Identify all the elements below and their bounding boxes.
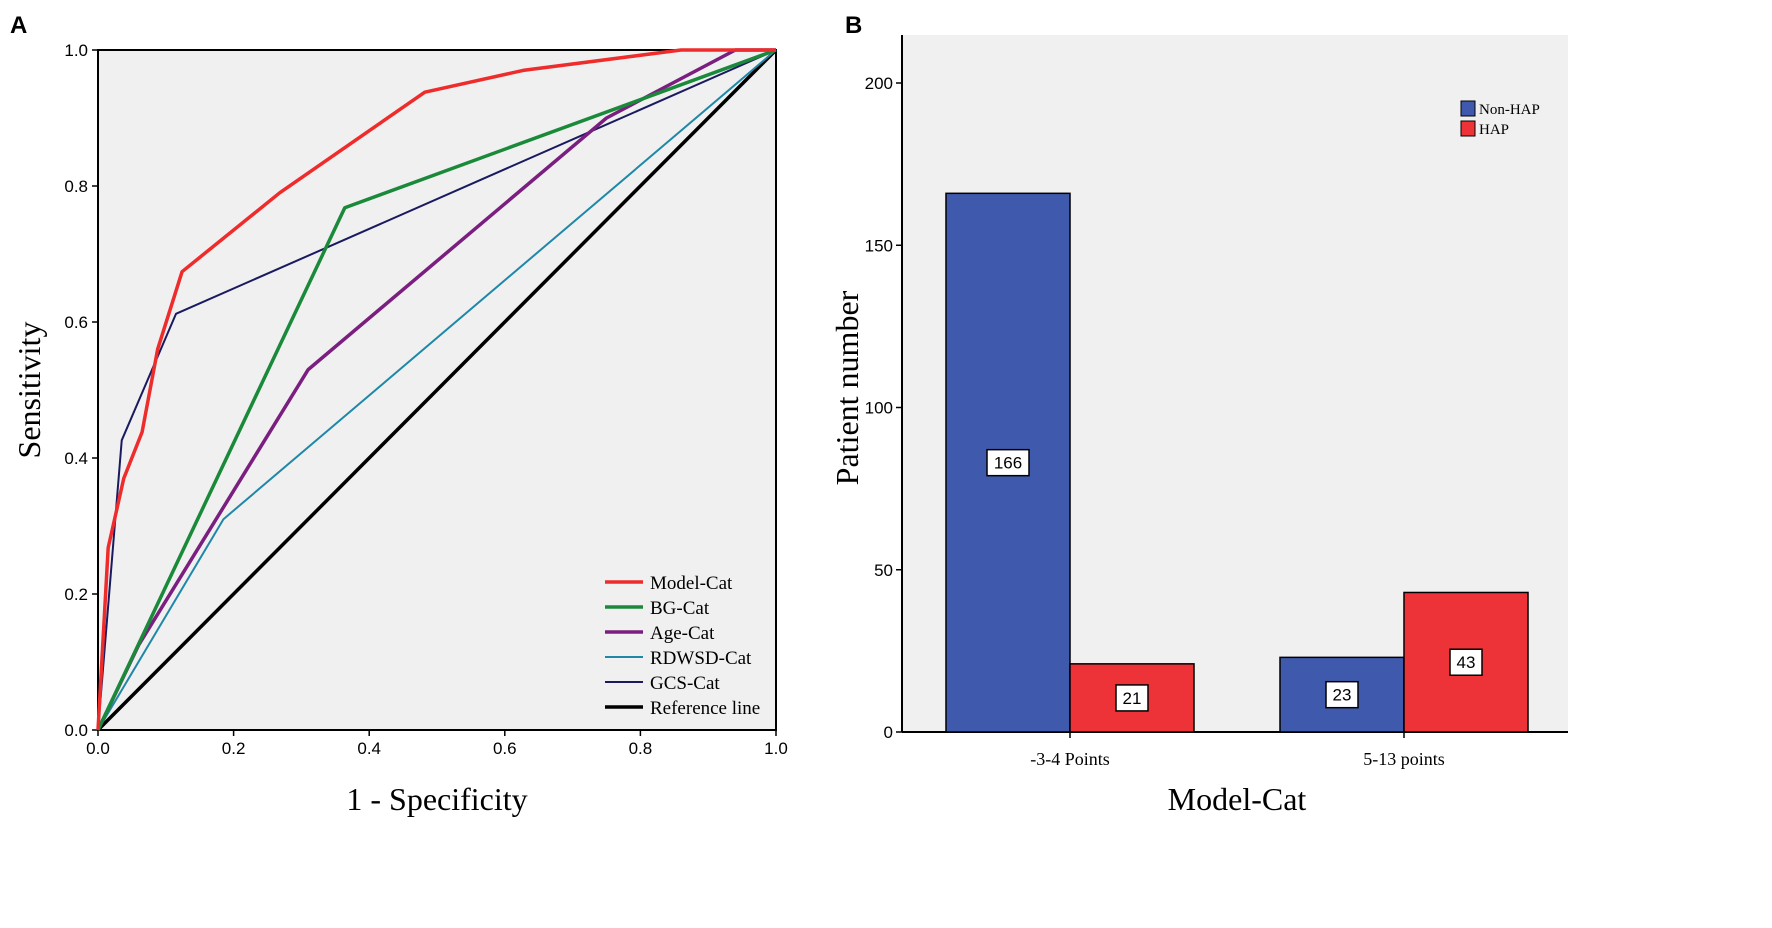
x-tick-label: 0.8 bbox=[629, 739, 653, 758]
data-label: 43 bbox=[1457, 653, 1476, 672]
data-label-box bbox=[986, 448, 1030, 477]
data-label-box bbox=[1325, 680, 1359, 709]
legend-label: Reference line bbox=[650, 698, 760, 719]
legend-label: Age-Cat bbox=[650, 623, 715, 644]
x-tick-label: 5-13 points bbox=[1363, 749, 1445, 769]
legend-label: GCS-Cat bbox=[650, 673, 720, 694]
roc-chart: 0.0 0.2 0.4 0.6 0.8 1.0 0.0 0.2 0.4 0.6 0.8 1.0 Mod… bbox=[11, 41, 788, 817]
x-tick-label: -3-4 Points bbox=[1030, 749, 1110, 769]
y-tick-label: 0 bbox=[884, 723, 893, 742]
y-tick-label: 0.2 bbox=[64, 585, 88, 604]
bar-x-axis-title: Model-Cat bbox=[1168, 781, 1307, 817]
legend-swatch bbox=[1460, 120, 1476, 137]
data-label-box bbox=[1115, 684, 1149, 712]
y-tick-label: 0.0 bbox=[64, 721, 88, 740]
legend-label: BG-Cat bbox=[650, 598, 710, 619]
y-tick-label: 0.6 bbox=[64, 313, 88, 332]
roc-line-gcs-cat bbox=[97, 49, 777, 731]
x-tick-label: 0.6 bbox=[493, 739, 517, 758]
data-label: 166 bbox=[994, 454, 1022, 473]
panel-b-label: B bbox=[845, 12, 862, 39]
bar-chart: 0 50 100 150 200 -3-4 Points 166 21 5-13 points… bbox=[829, 35, 1568, 817]
y-tick-label: 150 bbox=[865, 236, 893, 255]
legend-label: HAP bbox=[1479, 122, 1509, 138]
y-tick-label: 1.0 bbox=[64, 41, 88, 60]
y-tick-label: 50 bbox=[874, 561, 893, 580]
x-tick-label: 0.4 bbox=[357, 739, 381, 758]
y-tick-label: 0.8 bbox=[64, 177, 88, 196]
legend-label: Model-Cat bbox=[650, 573, 733, 594]
x-tick-label: 0.2 bbox=[222, 739, 246, 758]
roc-line-bg-cat bbox=[96, 48, 777, 731]
x-tick-label: 0.0 bbox=[86, 739, 110, 758]
data-label-box bbox=[1449, 648, 1483, 676]
roc-line-rdwsd-cat bbox=[97, 49, 777, 731]
x-tick-label: 1.0 bbox=[764, 739, 788, 758]
roc-y-axis-title: Sensitivity bbox=[11, 322, 47, 459]
bar-y-axis-title: Patient number bbox=[829, 290, 865, 485]
data-label: 23 bbox=[1333, 686, 1352, 705]
data-label: 21 bbox=[1123, 689, 1142, 708]
y-tick-label: 200 bbox=[865, 74, 893, 93]
roc-x-axis-title: 1 - Specificity bbox=[346, 781, 527, 817]
legend-label: RDWSD-Cat bbox=[650, 648, 752, 669]
panel-a-label: A bbox=[10, 12, 27, 39]
roc-line-reference-line bbox=[96, 48, 778, 732]
legend-swatch bbox=[1460, 100, 1476, 117]
y-tick-label: 0.4 bbox=[64, 449, 88, 468]
legend-label: Non-HAP bbox=[1479, 102, 1540, 118]
y-tick-label: 100 bbox=[865, 399, 893, 418]
roc-line-model-cat bbox=[96, 48, 776, 731]
